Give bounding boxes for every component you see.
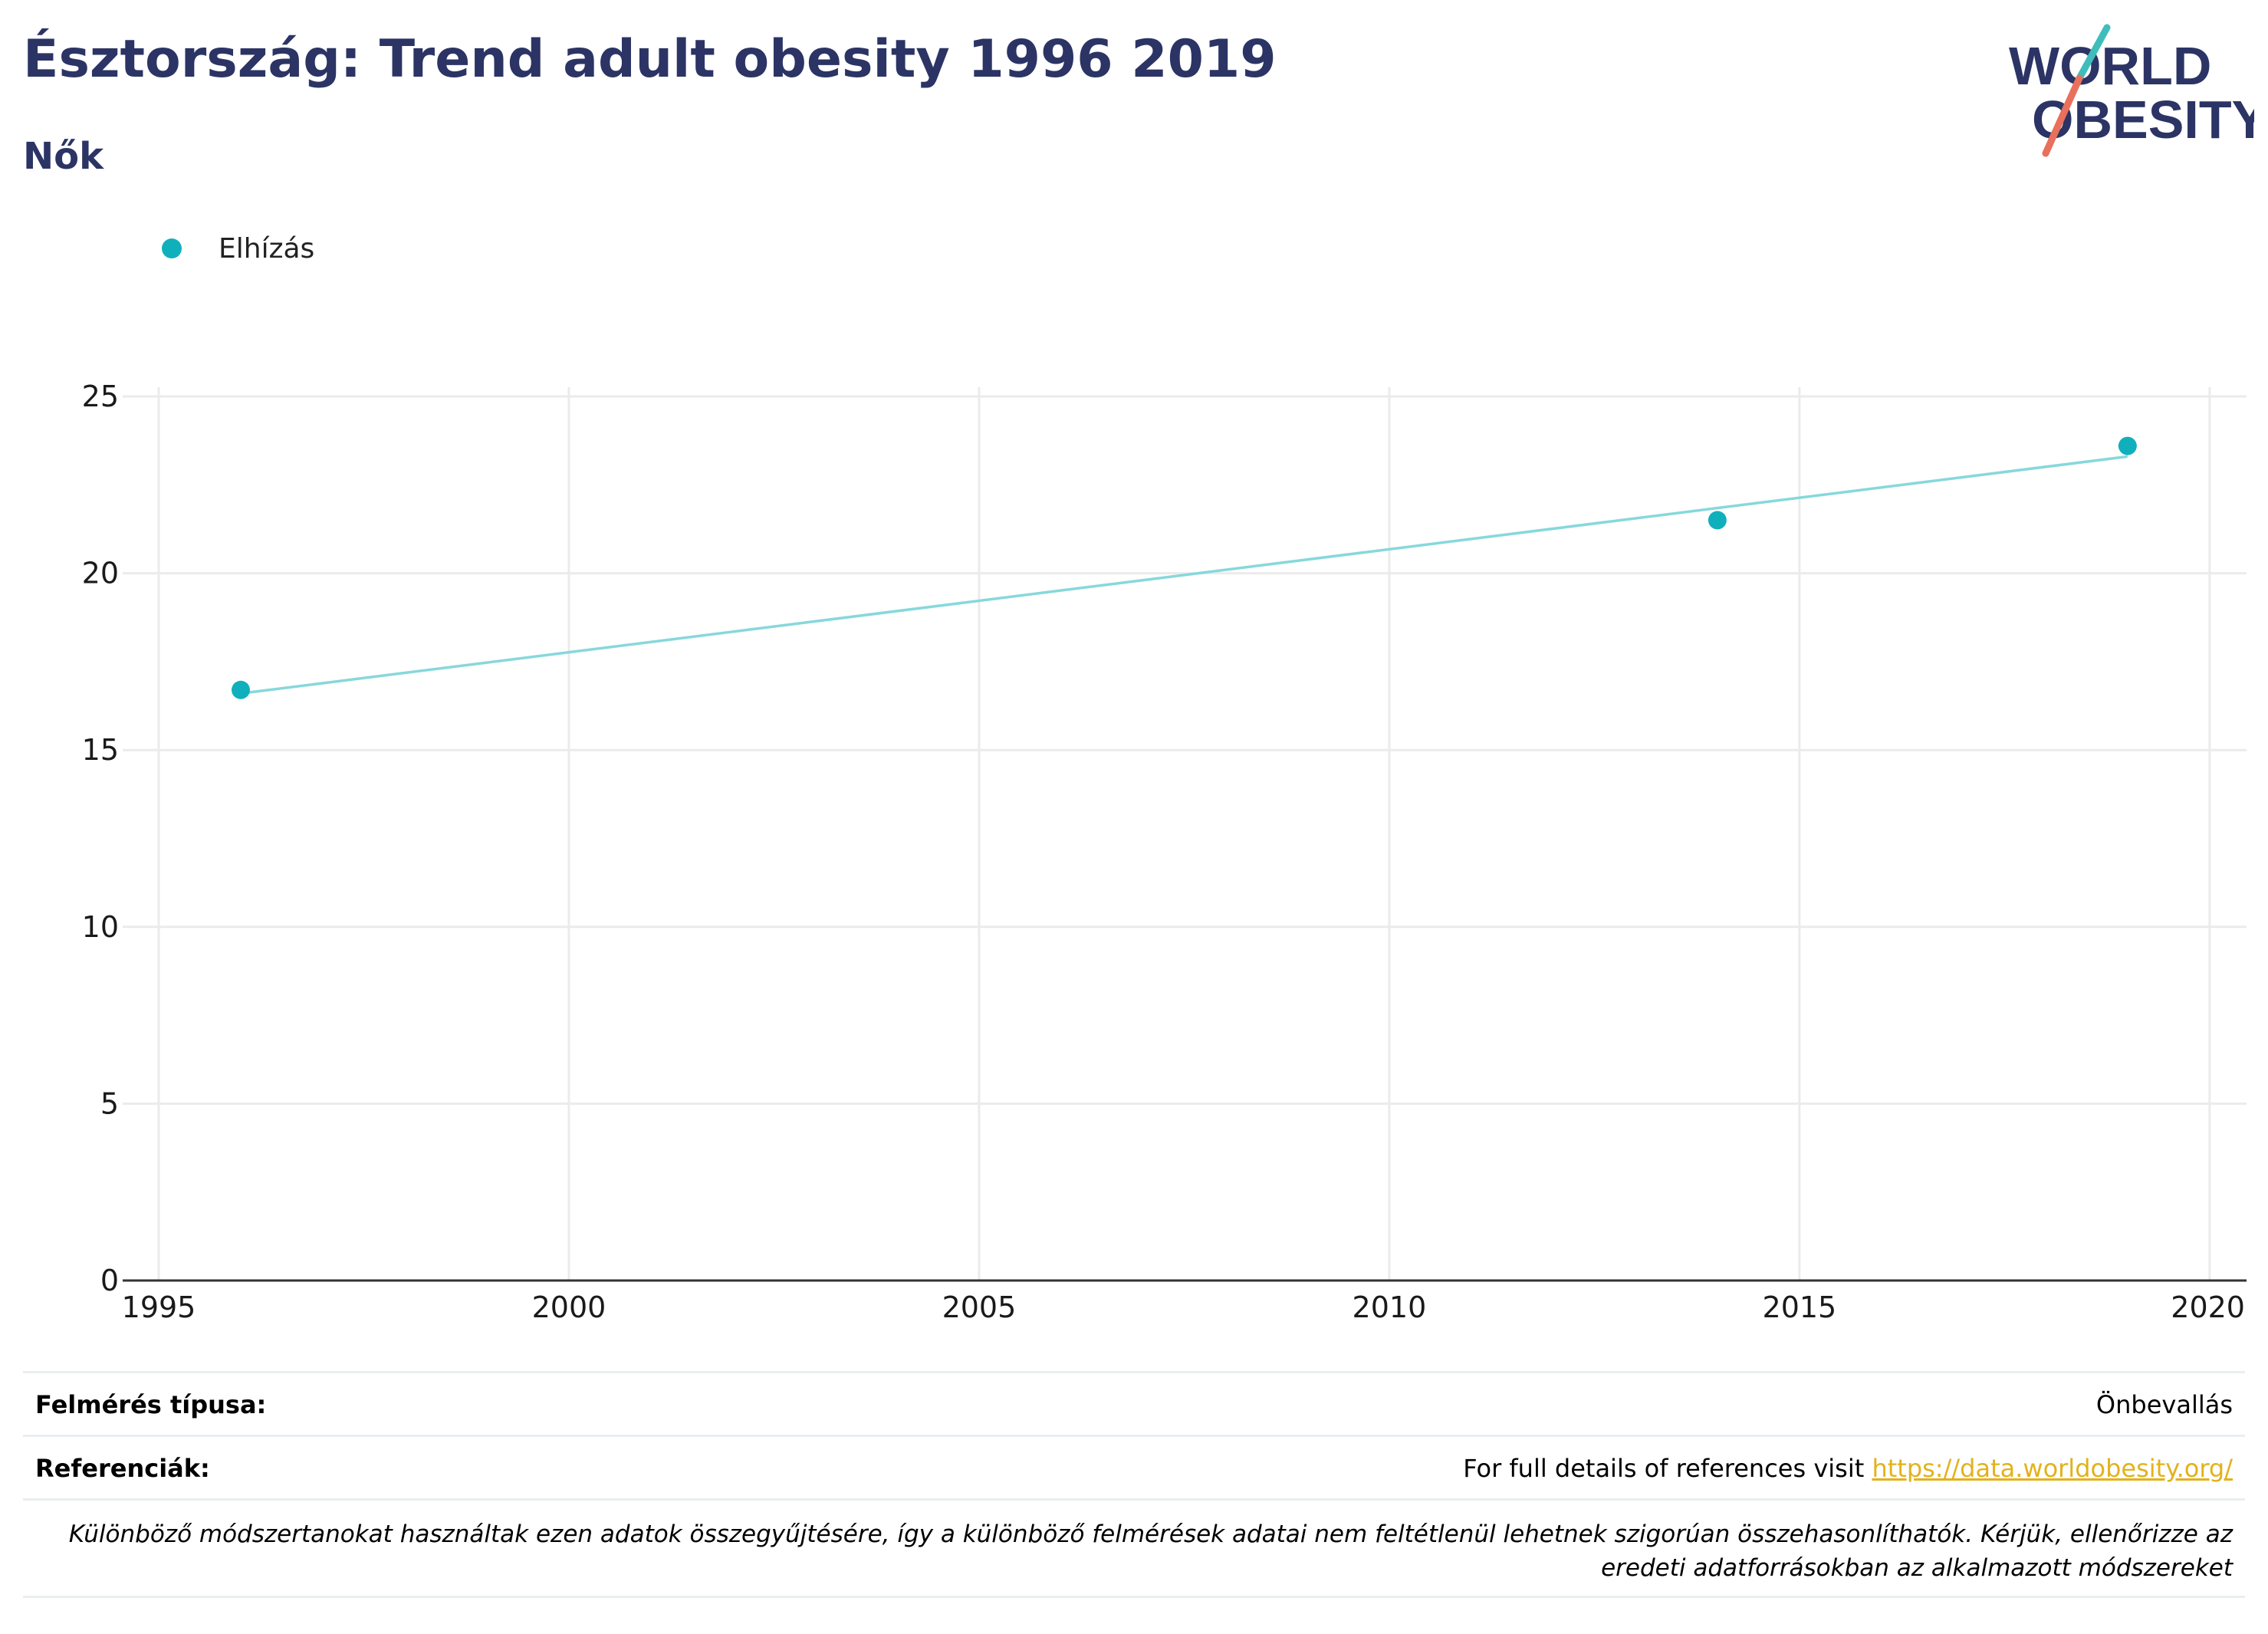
references-label: Referenciák:: [35, 1454, 210, 1483]
x-tick-label-2000: 2000: [532, 1290, 606, 1324]
references-value: For full details of references visit htt…: [1463, 1454, 2233, 1483]
references-text: For full details of references visit: [1463, 1454, 1865, 1483]
x-tick-label-1995: 1995: [122, 1290, 196, 1324]
methodology-note: Különböző módszertanokat használtak ezen…: [23, 1498, 2245, 1598]
survey-type-row: Felmérés típusa: Önbevallás: [23, 1371, 2245, 1435]
survey-type-label: Felmérés típusa:: [35, 1390, 267, 1419]
data-point-2014: [1708, 511, 1727, 530]
y-tick-label-20: 20: [82, 557, 119, 590]
references-link[interactable]: https://data.worldobesity.org/: [1872, 1454, 2233, 1483]
x-tick-label-2010: 2010: [1353, 1290, 1427, 1324]
references-row: Referenciák: For full details of referen…: [23, 1435, 2245, 1498]
page-title: Észtország: Trend adult obesity 1996 201…: [23, 29, 1277, 90]
x-tick-label-2020: 2020: [2171, 1290, 2245, 1324]
chart-footer: Felmérés típusa: Önbevallás Referenciák:…: [23, 1371, 2245, 1598]
legend-marker-elhizas: [162, 238, 182, 258]
data-point-1996: [231, 680, 250, 699]
y-tick-label-25: 25: [82, 380, 119, 413]
survey-type-value: Önbevallás: [2095, 1390, 2233, 1419]
world-obesity-logo: WORLD OBESITY: [1994, 23, 2267, 161]
y-tick-label-5: 5: [100, 1087, 119, 1120]
legend-label-elhizas: Elhízás: [219, 233, 315, 265]
trend-chart: 0 5 10 15 20 25 1995 2000 2005 2010 2015 2020: [82, 380, 2247, 1324]
x-tick-label-2005: 2005: [942, 1290, 1017, 1324]
page-subtitle: Nők: [23, 135, 104, 178]
y-tick-label-0: 0: [100, 1264, 119, 1297]
x-tick-label-2015: 2015: [1763, 1290, 1837, 1324]
logo-text-world: WORLD: [2009, 36, 2211, 96]
y-tick-label-10: 10: [82, 910, 119, 944]
data-point-2019: [2118, 436, 2137, 455]
y-tick-label-15: 15: [82, 733, 119, 767]
trend-line: [240, 455, 2128, 695]
